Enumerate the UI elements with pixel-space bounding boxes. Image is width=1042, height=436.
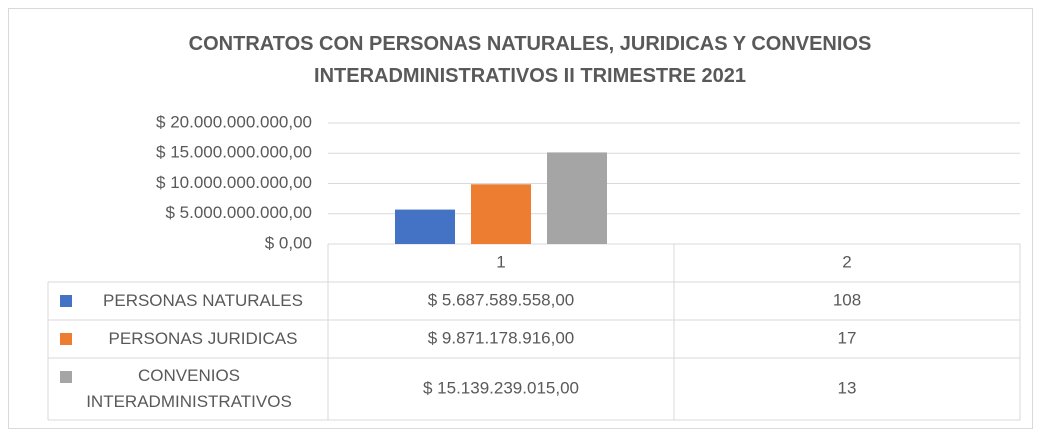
table-value: $ 15.139.239.015,00 [423, 378, 579, 397]
table-value: 17 [838, 328, 857, 347]
bar [471, 184, 531, 244]
chart-title: CONTRATOS CON PERSONAS NATURALES, JURIDI… [188, 33, 872, 87]
x-tick-label: 1 [496, 252, 505, 271]
y-tick-label: $ 5.000.000.000,00 [165, 203, 312, 222]
table-value: 108 [833, 290, 861, 309]
table-value: $ 9.871.178.916,00 [428, 328, 575, 347]
y-tick-label: $ 0,00 [265, 233, 312, 252]
legend-key [60, 371, 72, 383]
data-table-grid [47, 244, 1021, 421]
legend-key [60, 295, 72, 307]
legend-label: PERSONAS JURIDICAS [108, 329, 298, 348]
chart-frame [8, 8, 1033, 429]
legend-label: CONVENIOS INTERADMINISTRATIVOS [86, 366, 292, 411]
table-value: 13 [838, 378, 857, 397]
legend-key [60, 333, 72, 345]
y-tick-label: $ 20.000.000.000,00 [156, 112, 312, 131]
bar [395, 209, 455, 244]
x-tick-label: 2 [842, 252, 851, 271]
y-tick-label: $ 10.000.000.000,00 [156, 173, 312, 192]
table-value: $ 5.687.589.558,00 [428, 290, 575, 309]
bar [547, 152, 607, 244]
y-tick-label: $ 15.000.000.000,00 [156, 143, 312, 162]
legend-label: PERSONAS NATURALES [103, 291, 303, 310]
